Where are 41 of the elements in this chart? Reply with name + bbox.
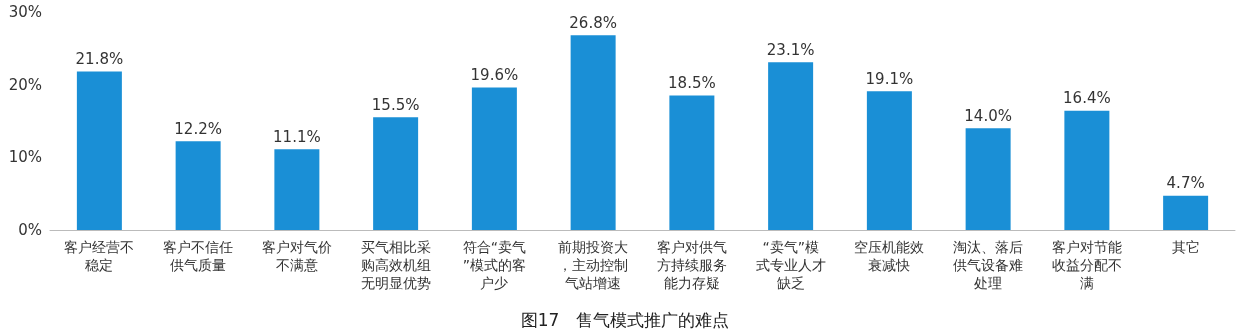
x-tick-label: 客户经营不稳定 <box>64 239 135 273</box>
x-tick-label: 客户对气价不满意 <box>261 239 332 273</box>
bar <box>76 71 122 230</box>
x-tick-label: 买气相比采购高效机组无明显优势 <box>360 239 431 291</box>
bar <box>471 87 517 230</box>
x-tick-label: 客户对节能收益分配不满 <box>1051 239 1122 291</box>
bar <box>1163 195 1209 230</box>
bar <box>669 95 715 230</box>
bar <box>570 35 616 230</box>
data-label: 11.1% <box>273 127 321 146</box>
data-label: 15.5% <box>371 95 420 114</box>
text: 图17 售气模式推广的难点 <box>520 309 730 330</box>
bar <box>175 141 221 230</box>
data-label: 18.5% <box>668 74 716 93</box>
bar <box>1064 110 1110 230</box>
data-label: 12.2% <box>174 119 222 138</box>
bar <box>965 128 1011 230</box>
data-label: 19.6% <box>470 66 519 85</box>
data-label: 19.1% <box>865 69 914 88</box>
bar <box>768 62 814 230</box>
bar <box>274 149 320 230</box>
data-label: 26.8% <box>569 13 617 32</box>
y-tick-label: 0% <box>18 221 42 239</box>
x-tick-label: 客户对供气方持续服务能力存疑 <box>656 239 727 291</box>
data-label: 14.0% <box>964 106 1012 125</box>
bar <box>373 117 419 230</box>
x-tick-label: 空压机能效衰减快 <box>854 239 925 273</box>
x-tick-label: 符合“卖气”模式的客户少 <box>462 239 527 291</box>
data-label: 4.7% <box>1166 174 1205 193</box>
data-label: 23.1% <box>766 40 815 59</box>
data-label: 21.8% <box>75 50 124 69</box>
x-tick-label: 客户不信任供气质量 <box>163 239 234 273</box>
y-tick-label: 10% <box>8 148 42 167</box>
x-tick-label: 其它 <box>1171 239 1200 255</box>
y-tick-label: 30% <box>8 3 42 21</box>
data-label: 16.4% <box>1063 89 1111 108</box>
x-tick-label: “卖气”模式专业人才缺乏 <box>755 239 826 291</box>
y-tick-label: 20% <box>8 75 42 94</box>
bar <box>866 91 912 230</box>
x-tick-label: 淘汰、落后供气设备难处理 <box>953 239 1024 291</box>
x-tick-label: 前期投资大，主动控制气站增速 <box>558 239 629 291</box>
